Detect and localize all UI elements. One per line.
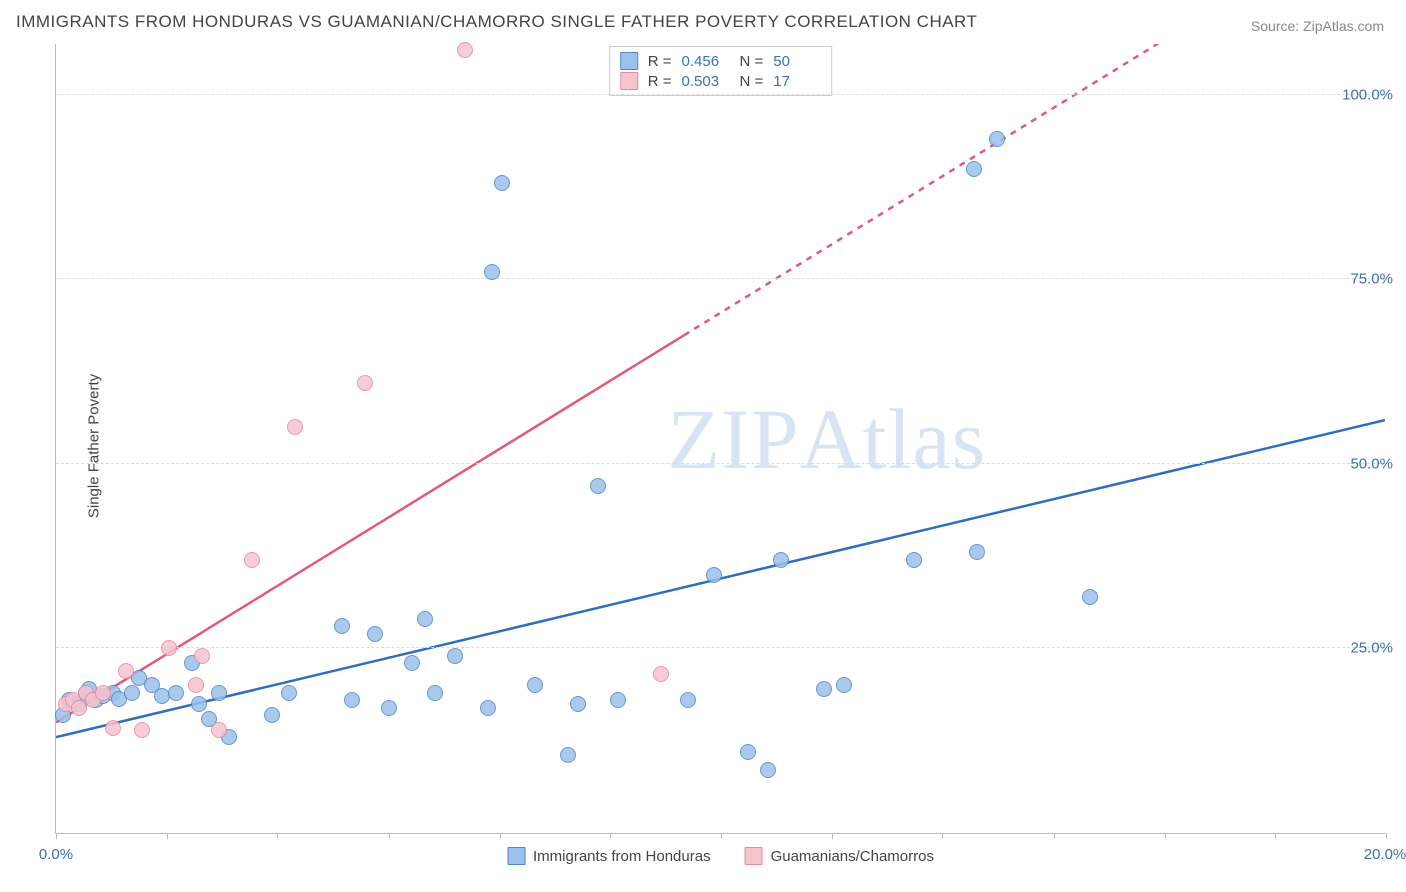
legend-row-series-1: R = 0.456 N = 50 (620, 51, 822, 71)
point-guamanian (95, 685, 111, 701)
y-tick-label: 100.0% (1328, 86, 1393, 103)
point-guamanian (287, 419, 303, 435)
point-honduras (760, 762, 776, 778)
grid-line (56, 278, 1385, 279)
x-tick-mark (610, 833, 611, 839)
point-guamanian (134, 722, 150, 738)
x-tick-mark (500, 833, 501, 839)
correlation-legend: R = 0.456 N = 50 R = 0.503 N = 17 (609, 46, 833, 96)
legend-swatch-pink (620, 72, 638, 90)
point-honduras (816, 681, 832, 697)
n-value: 50 (773, 53, 821, 70)
point-honduras (494, 175, 510, 191)
series-legend: Immigrants from Honduras Guamanians/Cham… (507, 847, 934, 865)
point-honduras (211, 685, 227, 701)
y-tick-label: 75.0% (1336, 271, 1393, 288)
point-honduras (168, 685, 184, 701)
x-tick-mark (389, 833, 390, 839)
source-credit: Source: ZipAtlas.com (1251, 18, 1384, 34)
legend-label: Guamanians/Chamorros (771, 848, 934, 865)
point-honduras (989, 131, 1005, 147)
r-value: 0.503 (682, 73, 730, 90)
x-tick-mark (1054, 833, 1055, 839)
point-guamanian (118, 663, 134, 679)
point-guamanian (244, 552, 260, 568)
point-guamanian (194, 648, 210, 664)
legend-item-honduras: Immigrants from Honduras (507, 847, 711, 865)
point-honduras (706, 567, 722, 583)
point-guamanian (105, 720, 121, 736)
point-honduras (680, 692, 696, 708)
point-honduras (381, 700, 397, 716)
point-honduras (447, 648, 463, 664)
x-tick-max: 20.0% (1364, 846, 1406, 863)
y-tick-label: 50.0% (1336, 455, 1393, 472)
x-tick-mark (1165, 833, 1166, 839)
r-label: R = (648, 53, 672, 70)
grid-line (56, 647, 1385, 648)
grid-line (56, 463, 1385, 464)
point-honduras (427, 685, 443, 701)
point-honduras (527, 677, 543, 693)
y-tick-label: 25.0% (1336, 640, 1393, 657)
point-guamanian (211, 722, 227, 738)
point-honduras (484, 264, 500, 280)
plot-area: ZIPAtlas R = 0.456 N = 50 R = 0.503 N = … (55, 44, 1385, 834)
point-honduras (560, 747, 576, 763)
point-honduras (344, 692, 360, 708)
grid-line (56, 94, 1385, 95)
point-honduras (906, 552, 922, 568)
point-honduras (610, 692, 626, 708)
point-guamanian (457, 42, 473, 58)
point-honduras (740, 744, 756, 760)
r-value: 0.456 (682, 53, 730, 70)
x-tick-mark (832, 833, 833, 839)
legend-label: Immigrants from Honduras (533, 848, 711, 865)
point-honduras (966, 161, 982, 177)
legend-swatch-blue (620, 52, 638, 70)
point-honduras (480, 700, 496, 716)
point-honduras (969, 544, 985, 560)
point-guamanian (188, 677, 204, 693)
legend-row-series-2: R = 0.503 N = 17 (620, 71, 822, 91)
x-tick-mark (1386, 833, 1387, 839)
point-honduras (367, 626, 383, 642)
point-honduras (334, 618, 350, 634)
x-tick-mark (942, 833, 943, 839)
point-honduras (1082, 589, 1098, 605)
n-label: N = (740, 53, 764, 70)
n-label: N = (740, 73, 764, 90)
x-tick-mark (167, 833, 168, 839)
n-value: 17 (773, 73, 821, 90)
point-honduras (124, 685, 140, 701)
point-honduras (590, 478, 606, 494)
legend-swatch-pink (745, 847, 763, 865)
x-tick-mark (277, 833, 278, 839)
r-label: R = (648, 73, 672, 90)
point-guamanian (161, 640, 177, 656)
x-tick-min: 0.0% (39, 846, 73, 863)
point-honduras (191, 696, 207, 712)
point-honduras (836, 677, 852, 693)
point-honduras (264, 707, 280, 723)
point-honduras (773, 552, 789, 568)
point-honduras (570, 696, 586, 712)
x-tick-mark (721, 833, 722, 839)
point-honduras (281, 685, 297, 701)
watermark: ZIPAtlas (668, 389, 987, 489)
x-tick-mark (56, 833, 57, 839)
chart-title: IMMIGRANTS FROM HONDURAS VS GUAMANIAN/CH… (16, 12, 977, 32)
point-honduras (404, 655, 420, 671)
legend-item-guamanian: Guamanians/Chamorros (745, 847, 934, 865)
legend-swatch-blue (507, 847, 525, 865)
point-honduras (417, 611, 433, 627)
trend-lines-layer (56, 44, 1385, 833)
point-guamanian (357, 375, 373, 391)
point-guamanian (653, 666, 669, 682)
x-tick-mark (1275, 833, 1276, 839)
